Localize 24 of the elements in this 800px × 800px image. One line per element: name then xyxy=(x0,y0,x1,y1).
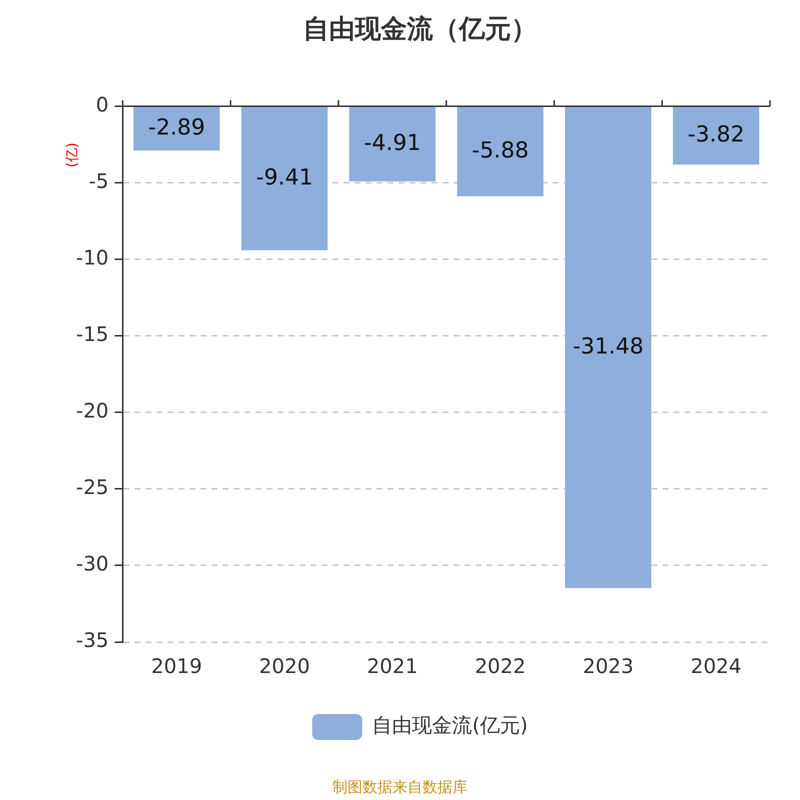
data-label: -31.48 xyxy=(572,334,644,360)
data-label: -5.88 xyxy=(472,138,529,164)
data-label: -4.91 xyxy=(364,130,421,156)
legend-label: 自由现金流(亿元) xyxy=(372,713,528,738)
y-tick-label: -25 xyxy=(76,475,109,500)
y-tick-label: -35 xyxy=(76,628,109,652)
x-tick-label: 2024 xyxy=(690,654,742,678)
data-label: -9.41 xyxy=(256,165,313,190)
y-tick-label: -30 xyxy=(76,552,109,576)
y-tick-label: 0 xyxy=(96,92,109,116)
y-axis-title: (亿) xyxy=(64,142,81,168)
x-tick-label: 2022 xyxy=(474,654,526,678)
y-tick-label: -5 xyxy=(88,168,109,193)
x-tick-label: 2021 xyxy=(366,654,418,678)
y-tick-label: -15 xyxy=(76,322,109,346)
text: 制图数据来自数据库 xyxy=(332,778,468,796)
x-tick-label: 2019 xyxy=(151,654,202,678)
data-label: -2.89 xyxy=(148,115,206,140)
x-tick-label: 2020 xyxy=(259,654,310,678)
y-tick-label: -20 xyxy=(76,398,109,423)
chart-title: 自由现金流（亿元） xyxy=(303,14,537,44)
y-tick-label: -10 xyxy=(76,245,109,270)
x-tick-label: 2023 xyxy=(582,654,634,678)
data-label: -3.82 xyxy=(688,122,745,148)
